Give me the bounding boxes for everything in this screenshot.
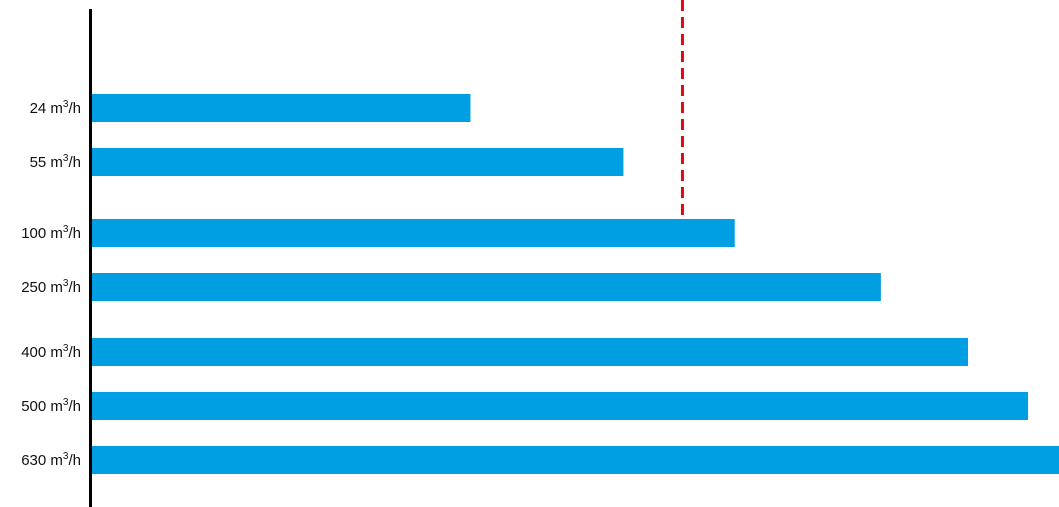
category-label-superscript: 3	[63, 343, 69, 354]
category-label-500: 500 m3/h	[21, 397, 81, 415]
category-label-100: 100 m3/h	[21, 224, 81, 242]
category-label-superscript: 3	[63, 153, 69, 164]
category-label-text: 250 m	[21, 279, 63, 296]
category-label-superscript: 3	[63, 224, 69, 235]
category-label-text: 100 m	[21, 225, 63, 242]
category-label-text: 630 m	[21, 452, 63, 469]
category-label-630: 630 m3/h	[21, 451, 81, 469]
category-label-250: 250 m3/h	[21, 278, 81, 296]
category-label-text: 400 m	[21, 344, 63, 361]
category-label-24: 24 m3/h	[30, 99, 81, 117]
category-label-unit-rest: /h	[68, 225, 81, 242]
category-label-unit-rest: /h	[68, 452, 81, 469]
category-label-superscript: 3	[63, 397, 69, 408]
bars-layer	[91, 94, 1059, 474]
category-label-400: 400 m3/h	[21, 343, 81, 361]
category-label-superscript: 3	[63, 451, 69, 462]
bar-100	[91, 219, 735, 247]
category-label-superscript: 3	[63, 278, 69, 289]
category-label-unit-rest: /h	[68, 344, 81, 361]
bar-400	[91, 338, 969, 366]
category-label-text: 55 m	[30, 154, 63, 171]
bar-630	[91, 446, 1059, 474]
bar-55	[91, 148, 624, 176]
bar-250	[91, 273, 881, 301]
category-label-superscript: 3	[63, 99, 69, 110]
category-label-unit-rest: /h	[68, 279, 81, 296]
category-label-55: 55 m3/h	[30, 153, 81, 171]
category-label-unit-rest: /h	[68, 398, 81, 415]
category-label-text: 500 m	[21, 398, 63, 415]
category-label-unit-rest: /h	[68, 154, 81, 171]
category-label-text: 24 m	[30, 100, 63, 117]
bar-24	[91, 94, 471, 122]
bar-500	[91, 392, 1029, 420]
category-label-unit-rest: /h	[68, 100, 81, 117]
